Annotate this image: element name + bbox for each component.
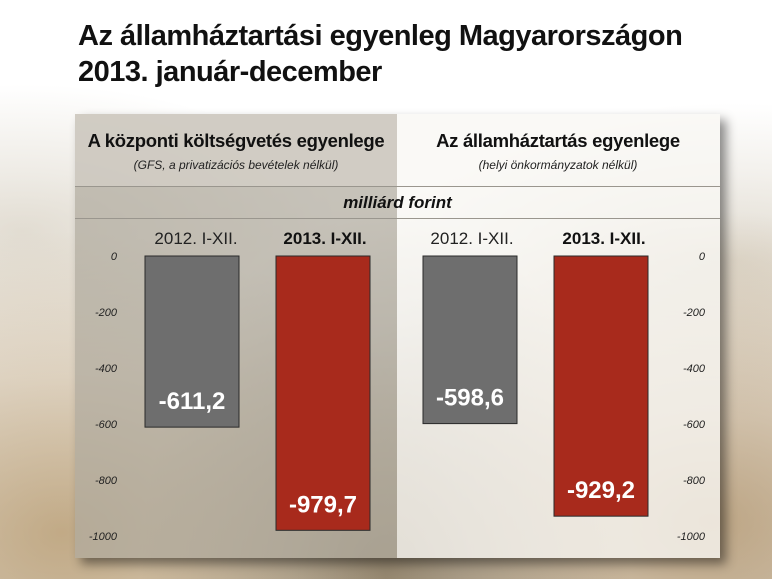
bar-2012 [422, 255, 518, 425]
y-tick-label: -200 [95, 307, 118, 319]
y-tick-label: -600 [683, 419, 706, 431]
y-tick-label: -400 [95, 363, 118, 375]
bar-2013 [275, 255, 371, 531]
page-title: Az államháztartási egyenleg Magyarország… [78, 18, 683, 90]
y-tick-label: -1000 [89, 531, 118, 543]
panel-right-subtitle: (helyi önkormányzatok nélkül) [478, 158, 638, 172]
y-tick-label: -800 [683, 475, 706, 487]
bar-value-label: -598,6 [436, 385, 504, 412]
y-tick-label: -400 [683, 363, 706, 375]
divider-line [75, 218, 720, 219]
chart-panel: A központi költségvetés egyenlege (GFS, … [75, 114, 720, 558]
column-header-2012-right: 2012. I-XII. [430, 229, 514, 248]
bar-2013 [553, 255, 649, 517]
panel-right-title: Az államháztartás egyenlege [436, 130, 680, 151]
panel-left-header-shade [75, 114, 397, 186]
y-tick-label: -800 [95, 475, 118, 487]
bar-value-label: -979,7 [289, 491, 357, 518]
column-header-2013-right: 2013. I-XII. [562, 229, 646, 248]
column-header-2012-left: 2012. I-XII. [154, 229, 238, 248]
bar-value-label: -611,2 [159, 388, 226, 415]
divider-line [75, 186, 720, 187]
y-tick-label: -200 [683, 307, 706, 319]
y-tick-label: -1000 [677, 531, 706, 543]
y-tick-label: 0 [111, 251, 118, 263]
y-tick-label: 0 [699, 251, 706, 263]
y-tick-label: -600 [95, 419, 118, 431]
panel-left-title: A központi költségvetés egyenlege [87, 130, 385, 151]
unit-label: milliárd forint [343, 193, 452, 212]
panel-left-subtitle: (GFS, a privatizációs bevételek nélkül) [133, 158, 339, 172]
title-line-1: Az államháztartási egyenleg Magyarország… [78, 20, 683, 52]
column-header-2013-left: 2013. I-XII. [283, 229, 367, 248]
bar-value-label: -929,2 [567, 477, 635, 504]
title-line-2: 2013. január-december [78, 56, 382, 88]
bar-2012 [144, 255, 240, 428]
bar-chart: 0 -200 -400 -600 -800 -1000 -611,2 -979,7 0 -200 -… [89, 251, 706, 543]
